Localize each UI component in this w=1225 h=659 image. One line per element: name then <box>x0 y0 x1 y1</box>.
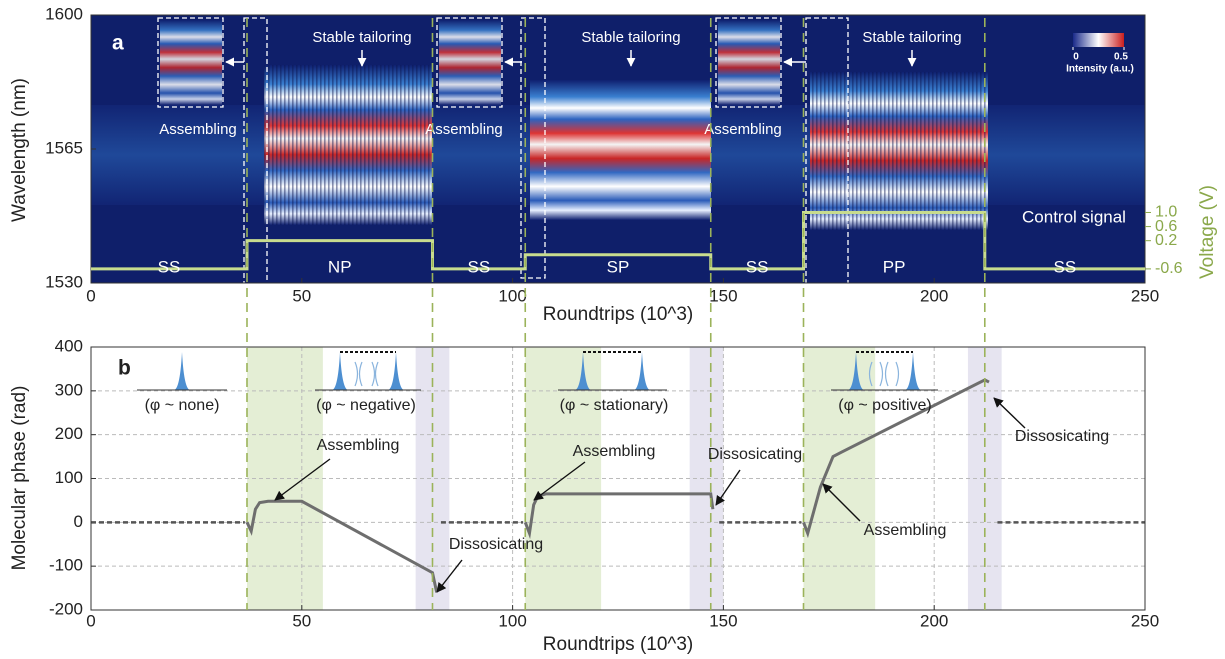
x-axis-label: Roundtrips (10^3) <box>543 634 693 655</box>
annotation: Assembling <box>317 437 400 454</box>
figure: a Wavelength (nm) Roundtrips (10^3) Volt… <box>0 0 1225 659</box>
legend-label: Control signal <box>1022 207 1126 226</box>
y-tick-label: 100 <box>55 468 83 487</box>
colorbar-tick-label: 0 <box>1073 52 1079 63</box>
inset <box>160 20 222 105</box>
y-axis-label: Wavelength (nm) <box>9 78 30 222</box>
annotation: Dissosicating <box>708 446 802 463</box>
x-tick-label: 50 <box>292 611 311 630</box>
y-tick-label: 0 <box>74 512 83 531</box>
annotation: Assembling <box>864 522 947 539</box>
x-tick-label: 150 <box>709 286 737 305</box>
x-tick-label: 0 <box>86 286 95 305</box>
annotation: Assembling <box>425 121 503 138</box>
region-label: SS <box>158 257 181 276</box>
y-tick-label: 1530 <box>45 272 83 291</box>
y-tick-label: -200 <box>49 599 83 618</box>
panel-a: a Wavelength (nm) Roundtrips (10^3) Volt… <box>9 15 1218 325</box>
panel-label: a <box>112 32 124 55</box>
annotation: Assembling <box>704 121 782 138</box>
y2-tick-label: 1.0 <box>1155 204 1177 221</box>
phase-label: (φ ~ positive) <box>838 397 932 414</box>
heatmap-fringes <box>530 80 711 220</box>
annotation: Dissosicating <box>449 536 543 553</box>
y-tick-label: 300 <box>55 380 83 399</box>
x-tick-label: 250 <box>1131 286 1159 305</box>
phase-label: (φ ~ stationary) <box>560 397 669 414</box>
heatmap-stripes <box>264 65 432 225</box>
x-tick-label: 100 <box>498 611 526 630</box>
panel-label: b <box>118 357 131 380</box>
y-tick-label: 400 <box>55 336 83 355</box>
phase-label: (φ ~ negative) <box>316 397 416 414</box>
y-tick-label: 1565 <box>45 138 83 157</box>
y-tick-label: 200 <box>55 424 83 443</box>
x-tick-label: 0 <box>86 611 95 630</box>
colorbar-label: Intensity (a.u.) <box>1066 64 1134 75</box>
y-tick-label: 1600 <box>45 4 83 23</box>
region-label: SP <box>607 257 630 276</box>
inset <box>439 20 501 105</box>
region-label: PP <box>883 257 906 276</box>
annotation: Assembling <box>159 121 237 138</box>
annotation: Assembling <box>573 443 656 460</box>
region-label: SS <box>1054 257 1077 276</box>
y2-tick-label: -0.6 <box>1155 260 1183 277</box>
region-label: NP <box>328 257 352 276</box>
colorbar <box>1073 33 1124 47</box>
region-label: SS <box>468 257 491 276</box>
y-axis-label: Molecular phase (rad) <box>9 386 30 571</box>
x-axis-label: Roundtrips (10^3) <box>543 304 693 325</box>
x-tick-label: 250 <box>1131 611 1159 630</box>
x-tick-label: 100 <box>498 286 526 305</box>
annotation: Stable tailoring <box>312 29 411 46</box>
annotation: Stable tailoring <box>862 29 961 46</box>
x-tick-label: 50 <box>292 286 311 305</box>
region-label: SS <box>746 257 769 276</box>
colorbar-tick-label: 0.5 <box>1114 52 1128 63</box>
y2-axis-label: Voltage (V) <box>1197 185 1218 279</box>
x-tick-label: 200 <box>920 286 948 305</box>
x-tick-label: 150 <box>709 611 737 630</box>
y-tick-label: -100 <box>49 556 83 575</box>
phase-label: (φ ~ none) <box>145 397 220 414</box>
annotation: Dissosicating <box>1015 428 1109 445</box>
x-tick-label: 200 <box>920 611 948 630</box>
heatmap-stripes <box>810 72 988 230</box>
inset <box>718 20 780 105</box>
annotation: Stable tailoring <box>581 29 680 46</box>
